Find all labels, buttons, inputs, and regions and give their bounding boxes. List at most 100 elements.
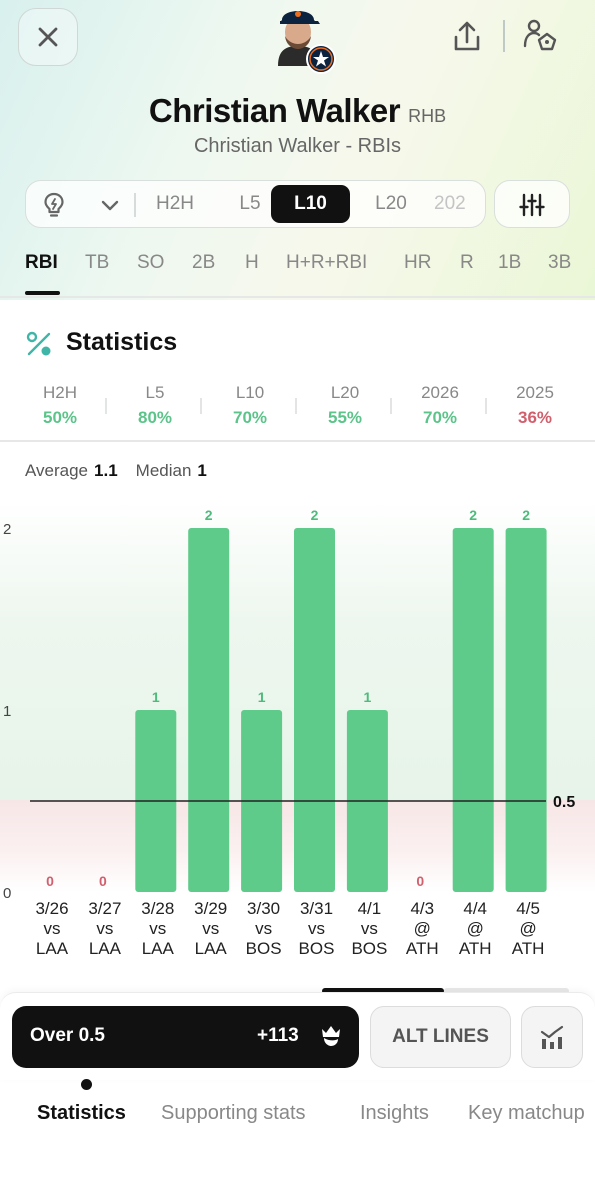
tab-1b[interactable]: 1B bbox=[498, 252, 522, 273]
player-action-button[interactable] bbox=[520, 16, 560, 56]
bottom-tab-statistics[interactable]: Statistics bbox=[37, 1102, 126, 1124]
carousel-indicator-active bbox=[322, 988, 444, 994]
x-tick-label: @ bbox=[519, 919, 536, 938]
range-h2h[interactable]: H2H bbox=[155, 193, 194, 214]
range-l20[interactable]: L20 bbox=[375, 193, 407, 214]
bar bbox=[452, 528, 494, 892]
hit-rate-separator bbox=[105, 398, 107, 414]
market-subtitle: Christian Walker - RBIs bbox=[193, 135, 402, 157]
bar-value-label: 2 bbox=[311, 507, 319, 523]
player-add-icon bbox=[523, 19, 557, 51]
insight-toggle[interactable] bbox=[40, 191, 68, 219]
tab-tb[interactable]: TB bbox=[85, 252, 110, 273]
average-value: 1.1 bbox=[94, 461, 118, 480]
bar-value-label: 2 bbox=[522, 507, 530, 523]
chart-view-button[interactable] bbox=[521, 1006, 583, 1068]
chevron-down-icon bbox=[101, 200, 119, 211]
bar-value-label: 2 bbox=[469, 507, 477, 523]
bar bbox=[294, 528, 335, 892]
alt-lines-button[interactable]: ALT LINES bbox=[370, 1006, 511, 1068]
active-tab-indicator bbox=[25, 291, 60, 295]
tab-h-r-rbi[interactable]: H+R+RBI bbox=[286, 252, 368, 273]
carousel-indicator-track bbox=[444, 988, 569, 994]
filter-settings-button[interactable] bbox=[494, 180, 570, 228]
bar-value-label: 1 bbox=[258, 689, 266, 705]
x-tick-label: @ bbox=[414, 919, 431, 938]
tab-rbi[interactable]: RBI bbox=[25, 252, 58, 273]
stat-type-tabs: RBI TB SO 2B H H+R+RBI HR R 1B 3B bbox=[0, 240, 595, 296]
tab-3b[interactable]: 3B bbox=[548, 252, 572, 273]
hit-rate-2026: 2026 70% bbox=[392, 383, 488, 428]
hit-rate-value: 70% bbox=[422, 408, 458, 427]
share-icon bbox=[454, 21, 480, 51]
bar-value-label: 0 bbox=[99, 873, 107, 889]
hit-rate-separator bbox=[390, 398, 392, 414]
x-tick-label: vs bbox=[361, 919, 378, 938]
y-tick-label: 1 bbox=[3, 703, 11, 720]
header-divider bbox=[503, 20, 505, 52]
x-tick-label: 3/26 bbox=[35, 899, 68, 918]
x-tick-label: @ bbox=[467, 919, 484, 938]
bottom-tab-insights[interactable]: Insights bbox=[360, 1102, 429, 1124]
hit-rate-separator bbox=[200, 398, 202, 414]
hit-rate-value: 36% bbox=[517, 408, 553, 427]
bottom-tab-supporting-stats[interactable]: Supporting stats bbox=[161, 1102, 306, 1124]
bar-value-label: 1 bbox=[152, 689, 160, 705]
x-tick-label: BOS bbox=[246, 939, 282, 958]
range-filter-bar: H2H L5 L10 L20 202 bbox=[25, 180, 486, 228]
x-tick-label: 4/1 bbox=[358, 899, 382, 918]
x-tick-label: vs bbox=[44, 919, 61, 938]
hit-rate-l20: L20 55% bbox=[297, 383, 393, 428]
tab-so[interactable]: SO bbox=[137, 252, 165, 273]
bottom-tab-key-matchup[interactable]: Key matchup bbox=[468, 1102, 585, 1124]
bar-value-label: 0 bbox=[46, 873, 54, 889]
range-l5[interactable]: L5 bbox=[239, 193, 261, 214]
x-tick-label: vs bbox=[96, 919, 113, 938]
x-tick-label: BOS bbox=[299, 939, 335, 958]
range-season[interactable]: 202 bbox=[434, 193, 466, 214]
x-tick-label: 3/27 bbox=[88, 899, 121, 918]
percent-icon bbox=[26, 331, 51, 356]
x-tick-label: BOS bbox=[351, 939, 387, 958]
x-tick-label: LAA bbox=[195, 939, 228, 958]
range-l10[interactable]: L10 bbox=[271, 185, 350, 223]
bar-value-label: 2 bbox=[205, 507, 213, 523]
x-tick-label: 4/3 bbox=[410, 899, 434, 918]
tab-r[interactable]: R bbox=[460, 252, 474, 273]
x-tick-label: LAA bbox=[89, 939, 122, 958]
sportsbook-crown-icon bbox=[322, 1026, 340, 1046]
hit-rate-label: L10 bbox=[235, 383, 265, 402]
tab-2b[interactable]: 2B bbox=[192, 252, 216, 273]
hit-rate-separator bbox=[485, 398, 487, 414]
range-divider bbox=[134, 193, 136, 217]
share-button[interactable] bbox=[448, 18, 486, 56]
hit-rate-l10: L10 70% bbox=[202, 383, 298, 428]
insight-dropdown[interactable] bbox=[98, 195, 122, 215]
hit-rate-separator bbox=[295, 398, 297, 414]
tab-hr[interactable]: HR bbox=[404, 252, 432, 273]
close-button[interactable] bbox=[18, 8, 78, 66]
x-tick-label: 3/29 bbox=[194, 899, 227, 918]
hit-rate-divider bbox=[0, 440, 595, 442]
hit-rate-label: L5 bbox=[145, 383, 165, 402]
tabs-divider bbox=[0, 296, 595, 298]
y-tick-label: 2 bbox=[3, 521, 11, 538]
x-tick-label: 3/30 bbox=[247, 899, 280, 918]
bar bbox=[188, 528, 230, 892]
hit-rate-l5: L5 80% bbox=[107, 383, 203, 428]
hit-rate-label: 2025 bbox=[516, 383, 554, 402]
x-tick-label: ATH bbox=[459, 939, 492, 958]
rbi-bar-chart: 01203/26vsLAA03/27vsLAA13/28vsLAA23/29vs… bbox=[3, 507, 575, 958]
over-bet-button[interactable]: Over 0.5 +113 bbox=[12, 1006, 359, 1068]
bar-value-label: 0 bbox=[416, 873, 424, 889]
x-tick-label: 4/4 bbox=[463, 899, 487, 918]
x-tick-label: 4/5 bbox=[516, 899, 540, 918]
x-tick-label: vs bbox=[202, 919, 219, 938]
chart-bars-icon bbox=[540, 1025, 564, 1049]
x-tick-label: ATH bbox=[512, 939, 545, 958]
tab-h[interactable]: H bbox=[245, 252, 259, 273]
y-tick-label: 0 bbox=[3, 885, 11, 902]
average-label: Average bbox=[25, 461, 89, 480]
player-hand: RHB bbox=[408, 106, 447, 126]
lightbulb-icon bbox=[44, 192, 64, 217]
